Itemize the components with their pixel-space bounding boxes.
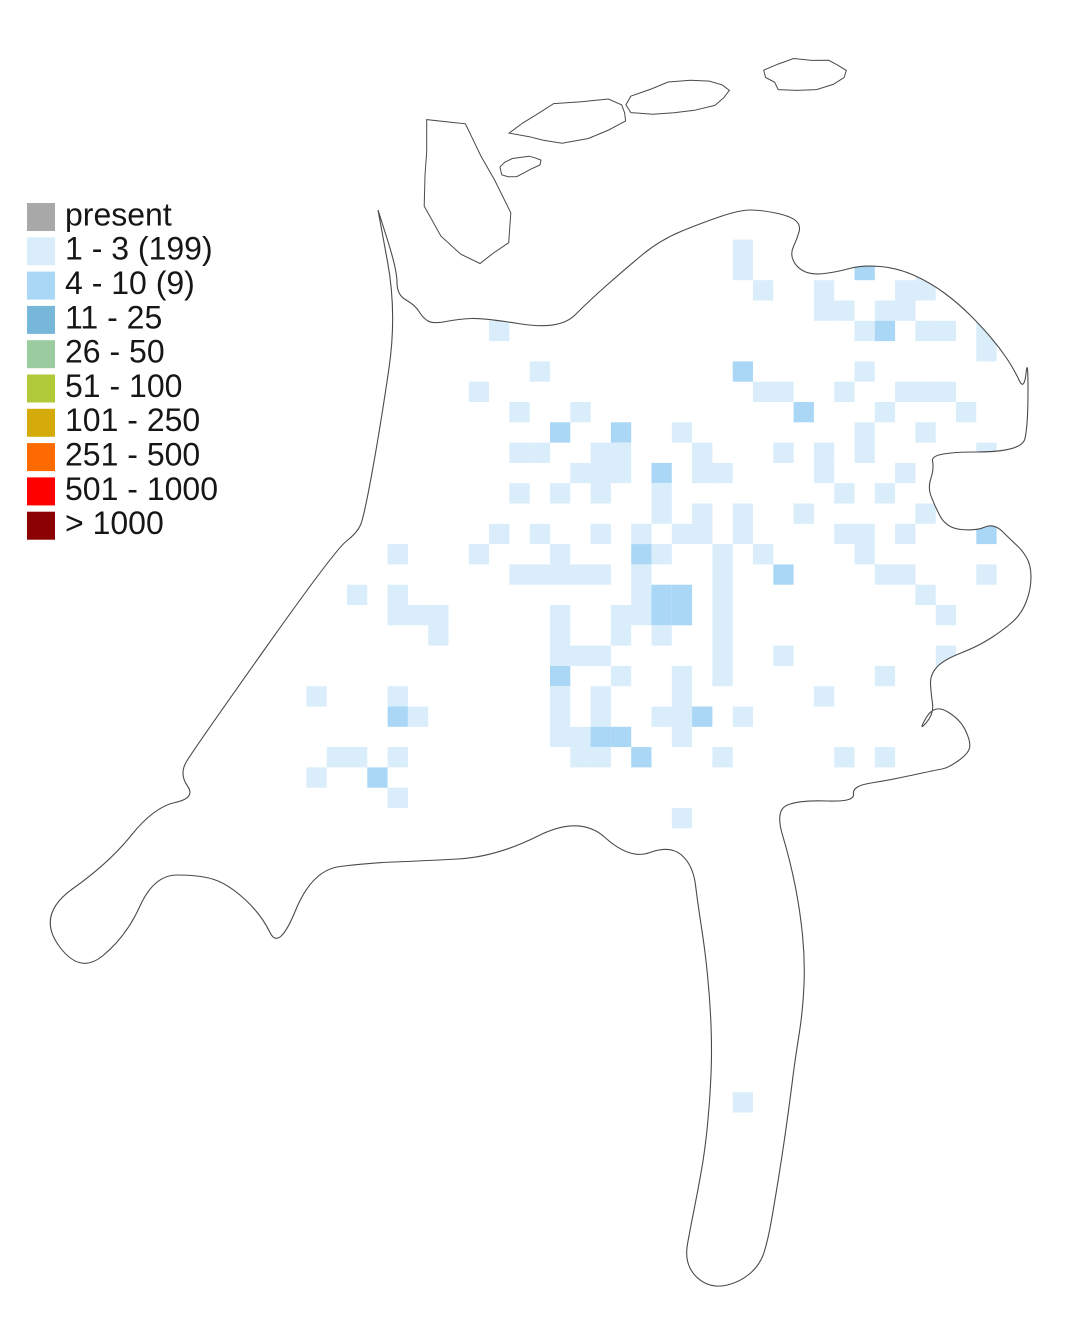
svg-text:1 - 3 (199): 1 - 3 (199) [65, 231, 213, 267]
svg-text:4 - 10 (9): 4 - 10 (9) [65, 265, 195, 301]
svg-text:present: present [65, 196, 172, 232]
svg-text:51 - 100: 51 - 100 [65, 368, 182, 404]
svg-text:251 - 500: 251 - 500 [65, 437, 200, 473]
svg-text:501 - 1000: 501 - 1000 [65, 471, 218, 507]
svg-text:> 1000: > 1000 [65, 505, 164, 541]
svg-text:101 - 250: 101 - 250 [65, 402, 200, 438]
svg-text:11 - 25: 11 - 25 [65, 299, 162, 335]
svg-text:26 - 50: 26 - 50 [65, 334, 165, 370]
